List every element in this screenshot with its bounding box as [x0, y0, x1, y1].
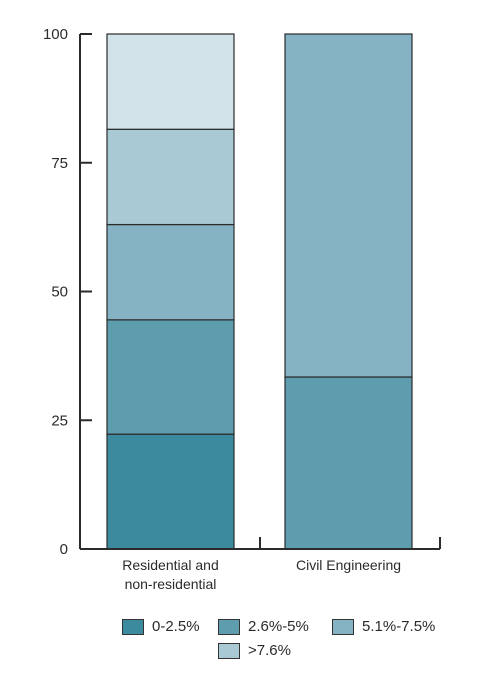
bars-group — [106, 33, 413, 550]
y-tick-label-0: 0 — [60, 541, 68, 558]
legend-label-1: 2.6%-5% — [248, 618, 309, 635]
legend-swatch-0 — [122, 618, 144, 635]
legend-item-3: >7.6% — [218, 642, 291, 659]
y-ticks-group: 0 25 50 75 100 — [43, 26, 92, 558]
x-labels-group: Residential and non-residential Civil Engi… — [122, 557, 401, 592]
legend-item-1: 2.6%-5% — [218, 618, 309, 635]
x-category-label-1-0: Civil Engineering — [296, 557, 401, 573]
legend-label-2: 5.1%-7.5% — [362, 618, 436, 635]
legend-swatch-3 — [218, 642, 240, 659]
legend-swatch-1 — [218, 618, 240, 635]
bar-segment-0-3 — [106, 128, 235, 226]
legend-label-0: 0-2.5% — [152, 618, 200, 635]
stacked-bar-chart: 0 25 50 75 100 Residential and non-residentia… — [43, 26, 441, 592]
bar-segment-0-1 — [106, 319, 235, 435]
x-category-label-0-0: Residential and — [122, 557, 219, 573]
y-tick-label-1: 25 — [51, 412, 68, 429]
bar-segment-0-4 — [106, 33, 235, 130]
y-tick-label-2: 50 — [51, 284, 68, 301]
bar-segment-0-2 — [106, 223, 235, 321]
y-tick-label-4: 100 — [43, 26, 68, 43]
y-tick-label-3: 75 — [51, 155, 68, 172]
legend-swatch-2 — [332, 618, 354, 635]
bar-segment-1-1 — [284, 376, 413, 550]
bar-segment-0-0 — [106, 433, 235, 550]
legend-item-2: 5.1%-7.5% — [332, 618, 435, 635]
legend-label-3: >7.6% — [248, 642, 291, 659]
x-category-label-0-1: non-residential — [125, 576, 217, 592]
bar-segment-1-2 — [284, 33, 413, 378]
legend-item-0: 0-2.5% — [122, 618, 200, 635]
